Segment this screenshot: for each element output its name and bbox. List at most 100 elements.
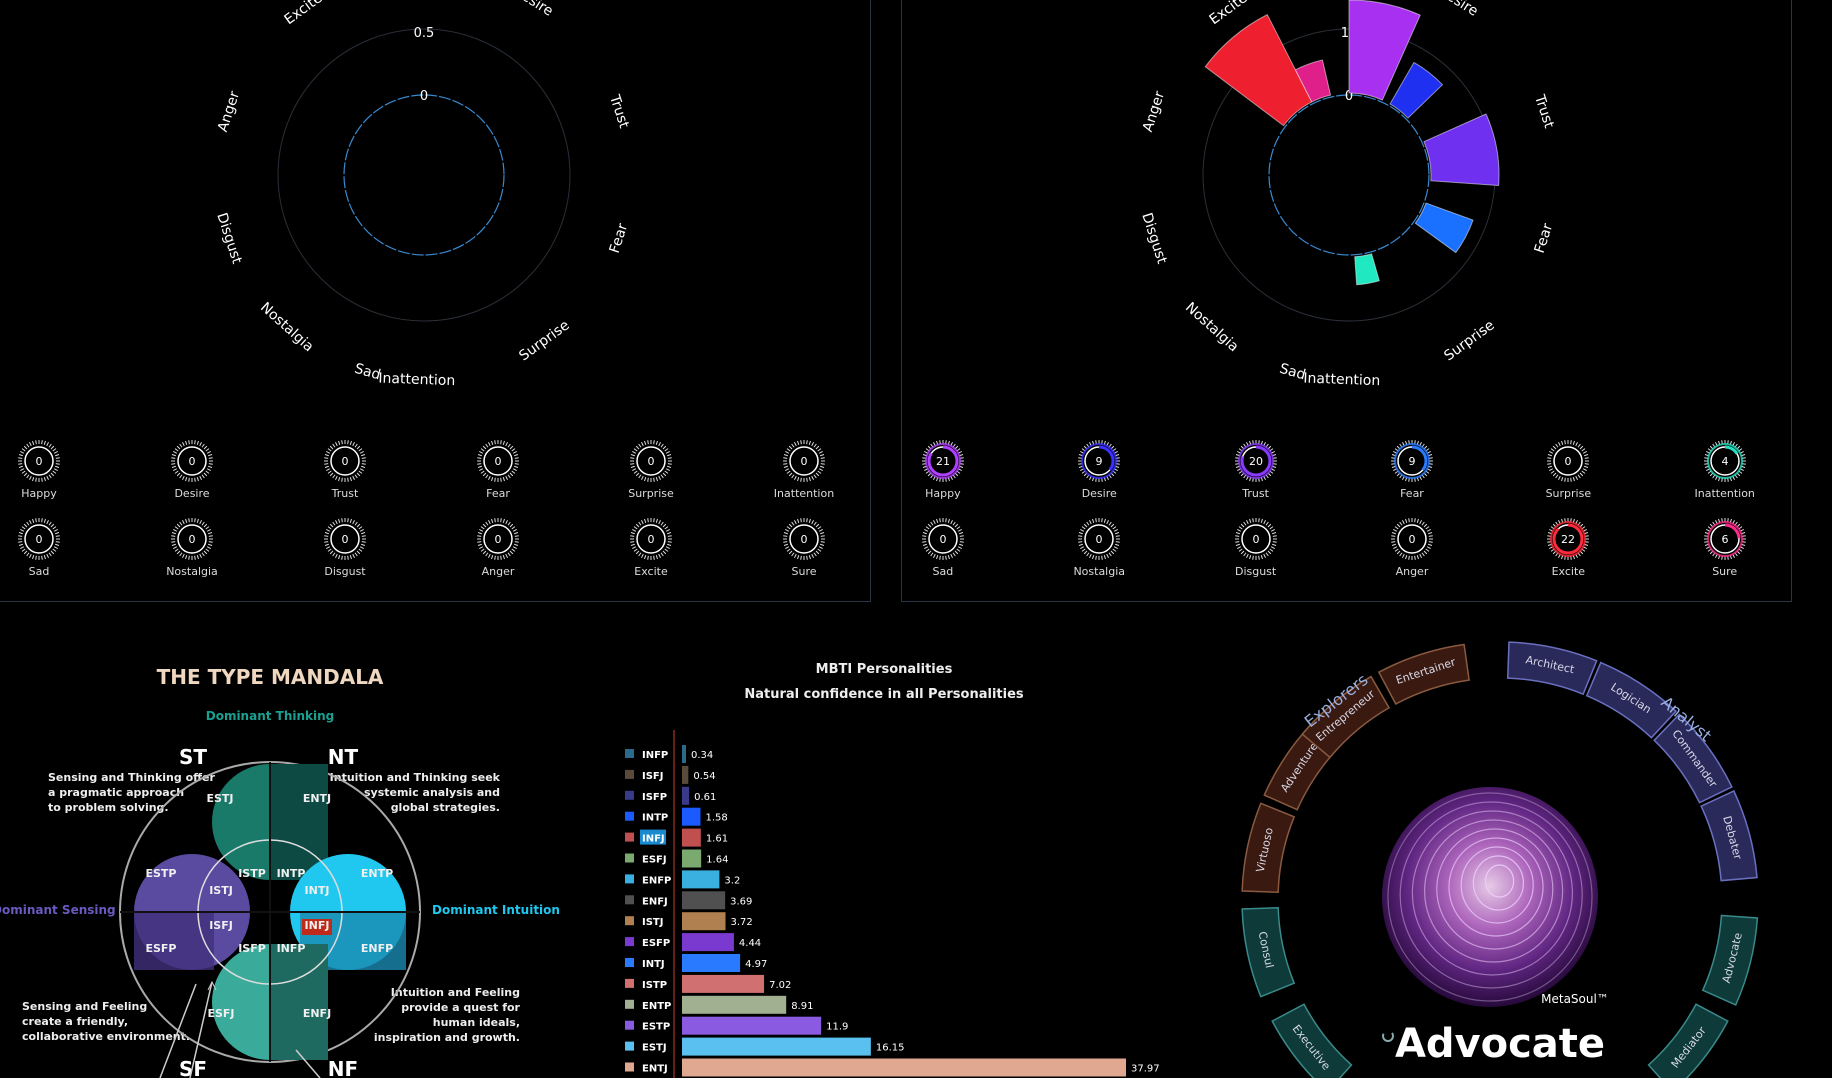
st-description-line: a pragmatic approach [48,786,184,799]
right-gauge-dial: 20 [1234,440,1277,482]
right-gauge-value: 22 [1561,533,1575,546]
left-gauge-value: 0 [495,455,502,468]
wheel-segment-commander[interactable] [1653,713,1733,804]
right-gauge-surprise: 0 Surprise [1518,439,1618,500]
left-gauge-nostalgia: 0 Nostalgia [142,517,242,578]
legend-swatch-intj [625,958,634,967]
wheel-segment-consul[interactable] [1241,906,1296,998]
left-gauge-value: 0 [189,455,196,468]
right-gauge-dial: 0 [1234,518,1277,560]
left-gauge-value: 0 [801,533,808,546]
type-istp: ISTP [238,867,266,880]
left-radar-baseline [343,94,505,256]
wheel-segment-debater[interactable] [1700,789,1758,882]
bar-value-esfj: 1.64 [706,855,728,866]
wheel-segment-entertainer[interactable] [1377,643,1470,706]
right-radar-label-nostalgia: Nostalgia [1182,299,1241,355]
bar-intj [682,954,741,972]
right-radar-petal-2 [1348,0,1421,101]
right-gauge-value: 6 [1721,533,1728,546]
left-gauge-label: Surprise [628,487,674,500]
category-label-esfp: ESFP [642,938,670,949]
left-radar-label-nostalgia: Nostalgia [257,299,316,355]
right-gauge-label: Sure [1712,565,1738,578]
right-gauge-label: Inattention [1694,487,1755,500]
category-label-entj: ENTJ [642,1064,668,1075]
right-radar-label-inattention: Inattention [1303,371,1380,390]
right-gauge-dial: 21 [921,440,964,482]
metasoul-orb [1382,787,1598,1007]
left-gauge-label: Anger [481,565,515,578]
wheel-segment-virtuoso[interactable] [1241,802,1296,894]
bar-value-infj: 1.61 [706,834,728,845]
right-radar-label-desire: Desire [1434,0,1480,20]
right-gauge-label: Happy [925,487,961,500]
type-estj: ESTJ [206,792,233,805]
left-gauge-dial: 0 [783,440,825,482]
type-intj: INTJ [305,884,330,897]
left-gauge-label: Fear [486,487,510,500]
left-gauge-excite: 0 Excite [601,517,701,578]
legend-swatch-istp [625,978,634,988]
right-gauge-dial: 0 [1547,440,1590,482]
nt-description-line: systemic analysis and [364,786,500,799]
right-gauge-happy: 21 Happy [893,439,993,500]
legend-swatch-entp [625,999,634,1009]
wheel-segment-logician[interactable] [1585,661,1678,739]
type-intp: INTP [277,867,306,880]
gauge-grid-left: 0 Happy 0 Desire 0 Trust 0 Fear 0 Surprise 0 Inatte… [0,439,870,599]
bar-value-infp: 0.34 [691,750,713,761]
left-gauge-label: Happy [21,487,57,500]
left-radar-label-trust: Trust [606,92,632,131]
right-radar-petal-0 [1204,14,1313,127]
left-gauge-dial: 0 [324,440,366,482]
left-gauge-inattention: 0 Inattention [754,439,854,500]
right-gauge-dial: 4 [1703,440,1746,482]
left-gauge-label: Trust [331,487,359,500]
right-gauge-dial: 22 [1547,518,1590,560]
right-radar-baseline [1268,94,1430,256]
right-gauge-sure: 6 Sure [1675,517,1775,578]
left-gauge-value: 0 [342,455,349,468]
left-radar-label-anger: Anger [215,89,243,134]
right-gauge-nostalgia: 0 Nostalgia [1049,517,1149,578]
legend-swatch-entj [625,1062,634,1072]
type-esfp: ESFP [145,942,176,955]
left-radar-tick-0: 0 [420,89,428,104]
nf-description-line: provide a quest for [401,1001,520,1014]
left-gauge-dial: 0 [630,440,672,482]
wheel-segment-advocate[interactable] [1701,914,1759,1006]
bar-isfj [682,765,689,784]
right-gauge-label: Anger [1395,565,1429,578]
dominant-intuition-label: Dominant Intuition [432,903,560,917]
bar-value-estp: 11.9 [826,1022,848,1033]
left-gauge-value: 0 [801,455,808,468]
nf-description-line: inspiration and growth. [374,1031,520,1044]
category-label-enfp: ENFP [642,875,671,886]
infj-highlight [302,919,332,935]
wheel-segment-executive[interactable] [1271,1003,1353,1078]
wheel-segment-architect[interactable] [1506,641,1598,696]
nf-description-line: Intuition and Feeling [391,986,520,999]
st-description-line: to problem solving. [48,801,169,814]
right-radar-label-surprise: Surprise [1441,317,1497,364]
right-gauge-value: 0 [1408,533,1415,546]
right-gauge-fear: 9 Fear [1362,439,1462,500]
type-mandala: THE TYPE MANDALA Dominant Thinking Domin… [0,665,560,1078]
emotion-radar-left: 0 0.5 Excite Desire Trust Fear Surprise Inatten… [213,0,632,390]
dominant-thinking-label: Dominant Thinking [206,709,335,723]
legend-swatch-estp [625,1020,634,1030]
right-gauge-label: Desire [1081,487,1117,500]
category-label-entp: ENTP [642,1001,671,1012]
wheel-segment-entrepreneur[interactable] [1301,675,1391,759]
legend-swatch-isfj [625,769,634,779]
left-radar-label-inattention: Inattention [378,371,455,390]
right-gauge-value: 0 [1565,455,1572,468]
category-label-infp: INFP [642,750,668,761]
bar-value-isfj: 0.54 [693,771,715,782]
right-radar-petal-4 [1423,113,1500,186]
right-gauge-label: Nostalgia [1073,565,1126,578]
bar-isfp [682,786,690,805]
category-label-intj: INTJ [642,959,665,970]
wheel-segment-mediator[interactable] [1647,1003,1729,1078]
